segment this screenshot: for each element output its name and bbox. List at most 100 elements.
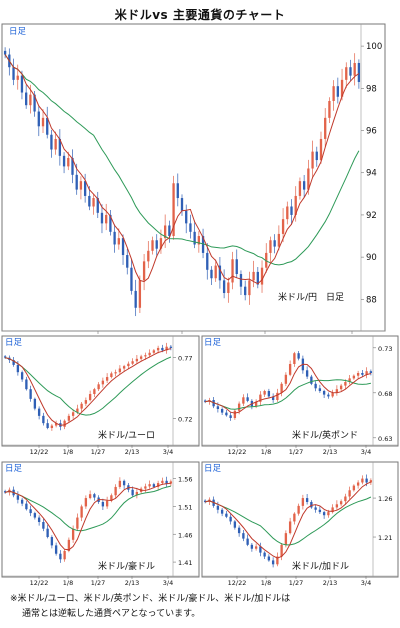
candle-body <box>50 425 54 429</box>
x-tick-label: 1/27 <box>91 579 106 587</box>
pair-label: 米ドル/英ポンド <box>292 429 358 441</box>
candle-body <box>20 372 24 380</box>
candle-body <box>152 484 156 487</box>
candle-body <box>16 364 20 373</box>
candle-body <box>298 181 302 196</box>
ma-short-line <box>4 348 172 426</box>
ma-long-line <box>4 485 172 532</box>
candle-body <box>220 409 224 413</box>
candle-body <box>159 238 163 249</box>
candle-body <box>322 391 326 395</box>
y-tick-label: 96 <box>366 127 377 137</box>
x-tick-label: 1/27 <box>289 579 304 587</box>
candle-body <box>54 423 58 426</box>
candle-body <box>277 233 281 247</box>
candle-body <box>84 400 88 404</box>
candle-body <box>365 371 368 375</box>
candle-body <box>339 501 343 505</box>
candle-body <box>229 415 232 418</box>
candle-body <box>113 231 116 245</box>
x-tick-label: 12/22 <box>30 448 49 456</box>
x-tick-label: 2/13 <box>125 448 140 456</box>
footnote-line-2: 通常とは逆転した通貨ペアとなっています。 <box>22 609 201 619</box>
candle-body <box>307 168 310 190</box>
candle-body <box>139 356 143 359</box>
candle-body <box>339 385 343 390</box>
candle-body <box>322 512 326 516</box>
ma-long-line <box>4 54 360 266</box>
candle-body <box>361 373 364 375</box>
chart-frame <box>201 335 399 447</box>
chart-panel-1: 88909294969810012/31/22/33/5日足米ドル/円 日足 <box>1 23 386 346</box>
candle-body <box>67 157 70 167</box>
y-tick-label: 1.46 <box>178 531 192 539</box>
x-tick-label: 2/13 <box>323 579 338 587</box>
y-tick-label: 1.26 <box>378 495 392 503</box>
candle-body <box>310 376 313 384</box>
candle-body <box>201 236 205 253</box>
candle-body <box>310 501 313 508</box>
x-tick-label: 2/13 <box>323 448 338 456</box>
candle-body <box>135 358 139 362</box>
candle-body <box>67 415 71 421</box>
candle-body <box>327 394 330 397</box>
candle-body <box>248 280 251 296</box>
candle-body <box>20 499 24 504</box>
candle-body <box>176 183 179 199</box>
candle-body <box>218 265 222 281</box>
candle-body <box>25 503 28 510</box>
candle-body <box>353 62 356 76</box>
chart-panel-4: 1.41 1.46 1.51 1.56 12/22 1/8 1/27 2/13 3/4 日足米ドル… <box>1 461 200 587</box>
candle-body <box>3 491 7 493</box>
candle-body <box>352 375 356 379</box>
candle-body <box>356 482 360 486</box>
y-tick-label: 94 <box>366 169 377 179</box>
candle-body <box>225 513 228 517</box>
candle-body <box>25 92 28 106</box>
candle-body <box>109 214 112 232</box>
candle-body <box>105 500 109 507</box>
candle-body <box>54 138 57 150</box>
pair-label: 米ドル/加ドル <box>292 560 349 572</box>
candle-body <box>144 355 147 357</box>
timeframe-label: 日足 <box>5 464 23 474</box>
candle-body <box>29 389 32 399</box>
candle-body <box>37 517 41 523</box>
candle-body <box>271 396 275 400</box>
candle-body <box>318 388 322 391</box>
candle-body <box>185 210 188 224</box>
x-tick-label: 2/13 <box>125 579 140 587</box>
candle-body <box>335 389 339 393</box>
candle-body <box>314 383 317 389</box>
candle-body <box>216 505 220 510</box>
candle-body <box>180 198 184 211</box>
candle-body <box>110 373 113 378</box>
candle-body <box>311 151 314 169</box>
candle-body <box>288 521 292 534</box>
candle-body <box>197 236 201 245</box>
candle-body <box>114 372 117 374</box>
candle-body <box>263 552 266 557</box>
candle-body <box>29 94 32 106</box>
candle-body <box>269 240 272 253</box>
candle-body <box>96 198 99 213</box>
candle-body <box>332 86 335 101</box>
chart-frame <box>1 335 200 447</box>
candle-body <box>168 225 171 237</box>
candle-body <box>335 504 339 508</box>
candle-body <box>284 374 288 384</box>
candle-body <box>169 481 173 484</box>
x-tick-label: 1/8 <box>261 448 271 456</box>
x-tick-label: 1/8 <box>63 579 73 587</box>
timeframe-label: 日足 <box>9 27 27 37</box>
candle-body <box>33 513 37 518</box>
candle-body <box>12 360 15 365</box>
candle-body <box>281 219 285 234</box>
timeframe-label: 日足 <box>5 338 23 348</box>
timeframe-label: 日足 <box>204 464 222 474</box>
ma-short-line <box>204 481 372 559</box>
candle-body <box>280 383 283 393</box>
candle-body <box>63 420 66 427</box>
candle-body <box>80 403 83 409</box>
